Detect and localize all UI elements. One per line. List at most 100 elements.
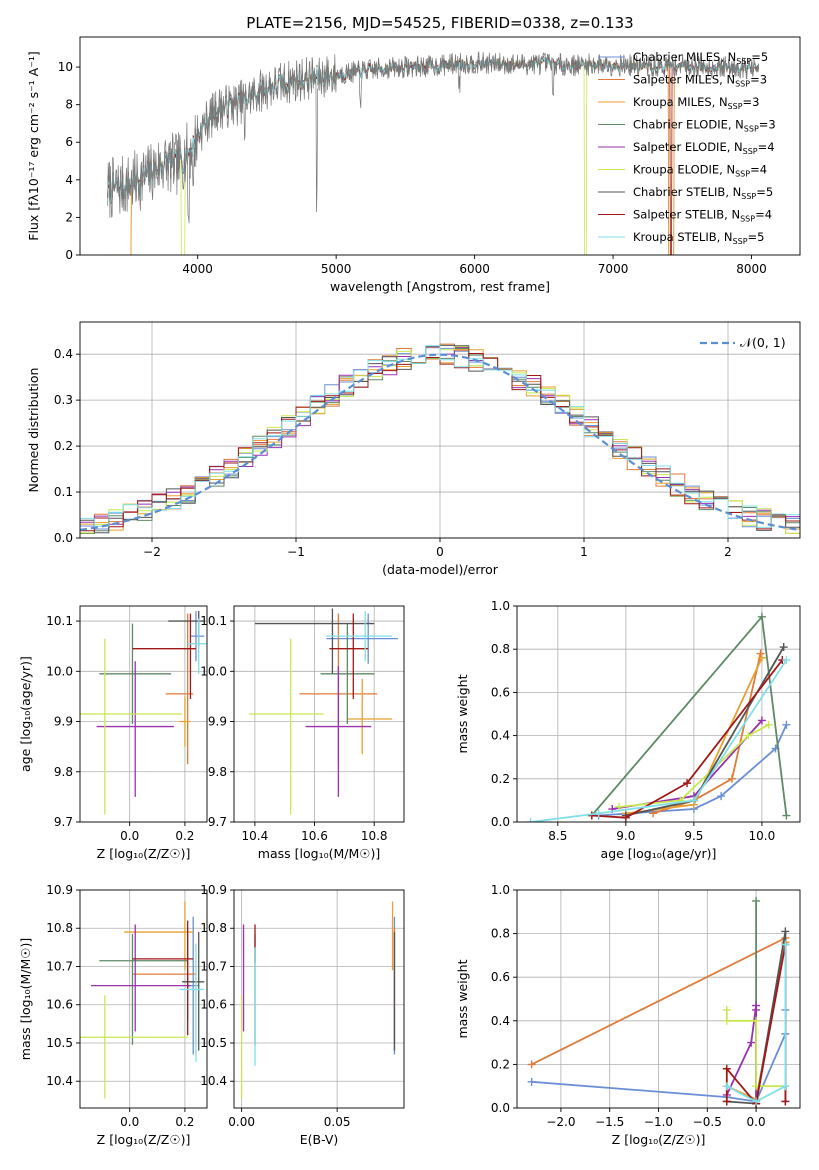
y-tick-label: 10.0 bbox=[46, 664, 73, 678]
mass-weight-line bbox=[531, 937, 786, 1066]
plus-marker bbox=[527, 1060, 536, 1069]
plus-marker bbox=[594, 809, 603, 818]
y-tick-label: 10.9 bbox=[46, 883, 73, 897]
plus-marker bbox=[621, 813, 630, 822]
plus-marker bbox=[744, 731, 753, 740]
errorbar-point bbox=[124, 901, 194, 971]
y-tick-label: 10.6 bbox=[200, 998, 227, 1012]
plus-marker bbox=[782, 720, 791, 729]
axes-frame bbox=[516, 605, 801, 823]
x-tick-label: 0.0 bbox=[120, 1115, 139, 1129]
y-tick-label: 9.7 bbox=[54, 815, 73, 829]
x-tick-label: 1 bbox=[580, 545, 588, 559]
mass-weight-line bbox=[652, 653, 762, 815]
errorbar-point bbox=[187, 618, 207, 674]
plus-marker bbox=[722, 1097, 731, 1106]
legend-label: 𝒩(0, 1) bbox=[740, 335, 786, 350]
legend-label: Chabrier MILES, NSSP=5 bbox=[633, 50, 768, 66]
histogram-step bbox=[80, 345, 800, 528]
spectrum-model-line bbox=[107, 56, 759, 255]
plus-marker bbox=[717, 792, 726, 801]
panel-age-vs-mass: 10.4 10.6 10.8 9.7 9.8 9.9 10.0 10.1 mass [log₁₀… bbox=[200, 605, 405, 861]
plot-area bbox=[248, 608, 399, 815]
plus-marker bbox=[781, 1082, 790, 1091]
spectrum-data-line bbox=[107, 50, 759, 224]
axes-frame bbox=[79, 321, 801, 539]
y-axis-label: mass weight bbox=[455, 959, 470, 1038]
mass-weight-line bbox=[625, 646, 785, 817]
x-axis-label: wavelength [Angstrom, rest frame] bbox=[330, 279, 550, 294]
y-tick-label: 0.4 bbox=[491, 729, 510, 743]
y-tick-label: 6 bbox=[65, 135, 73, 149]
panel-weight-vs-age: 8.5 9.0 9.5 10.0 0.0 0.2 0.4 0.6 0.8 1.0 age [log₁… bbox=[455, 599, 801, 861]
legend-label: Kroupa MILES, NSSP=3 bbox=[633, 95, 759, 111]
plus-marker bbox=[526, 818, 535, 822]
y-axis-label: mass [log₁₀(M/M☉)] bbox=[18, 938, 33, 1060]
legend-label: Salpeter STELIB, NSSP=4 bbox=[633, 208, 772, 224]
x-tick-label: 0 bbox=[436, 545, 444, 559]
errorbar-point bbox=[190, 611, 205, 662]
x-tick-label: 5000 bbox=[321, 262, 352, 276]
plus-marker bbox=[752, 1097, 761, 1106]
y-tick-label: 10.9 bbox=[200, 883, 227, 897]
errorbar-point bbox=[320, 623, 375, 725]
y-tick-label: 0.6 bbox=[491, 970, 510, 984]
y-tick-label: 10.7 bbox=[46, 959, 73, 973]
plus-marker bbox=[781, 940, 790, 949]
plus-marker bbox=[722, 1005, 731, 1014]
errorbar-point bbox=[132, 613, 196, 699]
y-tick-label: 9.9 bbox=[54, 715, 73, 729]
plus-marker bbox=[752, 1005, 761, 1014]
y-tick-label: 1.0 bbox=[491, 883, 510, 897]
x-tick-label: 0.0 bbox=[747, 1115, 766, 1129]
x-axis-label: Z [log₁₀(Z/Z☉)] bbox=[97, 1132, 191, 1147]
errorbar-point bbox=[248, 638, 324, 815]
plus-marker bbox=[756, 649, 765, 658]
errorbar-point bbox=[132, 928, 196, 1021]
y-tick-label: 0.2 bbox=[491, 772, 510, 786]
y-axis-label: age [log₁₀(age/yr)] bbox=[18, 656, 33, 772]
legend-label: Salpeter MILES, NSSP=3 bbox=[633, 73, 767, 89]
y-axis-label: mass weight bbox=[455, 674, 470, 753]
panel-spectrum: 4000 5000 6000 7000 8000 0 2 4 6 8 10 wavelength [A… bbox=[26, 36, 801, 294]
plus-marker bbox=[722, 1016, 731, 1025]
axes-frame bbox=[516, 889, 801, 1109]
plot-area bbox=[80, 901, 205, 1099]
y-tick-label: 10.6 bbox=[46, 998, 73, 1012]
x-tick-label: 10.6 bbox=[301, 829, 328, 843]
plus-marker bbox=[757, 653, 766, 662]
y-axis-label: Normed distribution bbox=[26, 368, 41, 493]
plot-area bbox=[526, 612, 791, 822]
spectrum-model-line bbox=[107, 56, 759, 255]
mass-weight-line bbox=[598, 724, 788, 817]
axes-frame bbox=[233, 889, 405, 1109]
x-tick-label: 8000 bbox=[736, 262, 767, 276]
y-tick-label: 0.4 bbox=[54, 347, 73, 361]
y-tick-label: 10.5 bbox=[46, 1036, 73, 1050]
plus-marker bbox=[683, 779, 692, 788]
plus-marker bbox=[722, 1082, 731, 1091]
panel-age-vs-Z: 0.0 0.2 9.7 9.8 9.9 10.0 10.1 Z [log₁₀(Z/Z☉)] ag… bbox=[18, 605, 208, 861]
x-axis-label: age [log₁₀(age/yr)] bbox=[601, 846, 717, 861]
x-axis-label: Z [log₁₀(Z/Z☉)] bbox=[612, 1132, 706, 1147]
y-tick-label: 9.9 bbox=[208, 715, 227, 729]
errorbar-point bbox=[179, 696, 191, 747]
axes-frame bbox=[79, 605, 208, 823]
y-tick-label: 10.4 bbox=[200, 1074, 227, 1088]
plot-area bbox=[80, 611, 207, 815]
x-tick-label: 0.00 bbox=[228, 1115, 255, 1129]
plus-marker bbox=[779, 643, 788, 652]
y-tick-label: 0.2 bbox=[491, 1057, 510, 1071]
errorbar-point bbox=[80, 638, 183, 815]
plus-marker bbox=[781, 927, 790, 936]
errorbar-point bbox=[254, 608, 375, 674]
y-tick-label: 10.1 bbox=[46, 614, 73, 628]
x-tick-label: 0.2 bbox=[175, 829, 194, 843]
y-tick-label: 0.8 bbox=[491, 927, 510, 941]
legend-label: Kroupa STELIB, NSSP=5 bbox=[633, 230, 764, 246]
plus-marker bbox=[781, 1097, 790, 1106]
errorbar-point bbox=[182, 932, 205, 1051]
y-tick-label: 10.8 bbox=[46, 921, 73, 935]
panel-weight-vs-Z: −2.0 −1.5 −1.0 −0.5 0.0 0.0 0.2 0.4 0.6 0.8 1.0 Z [… bbox=[455, 883, 801, 1147]
